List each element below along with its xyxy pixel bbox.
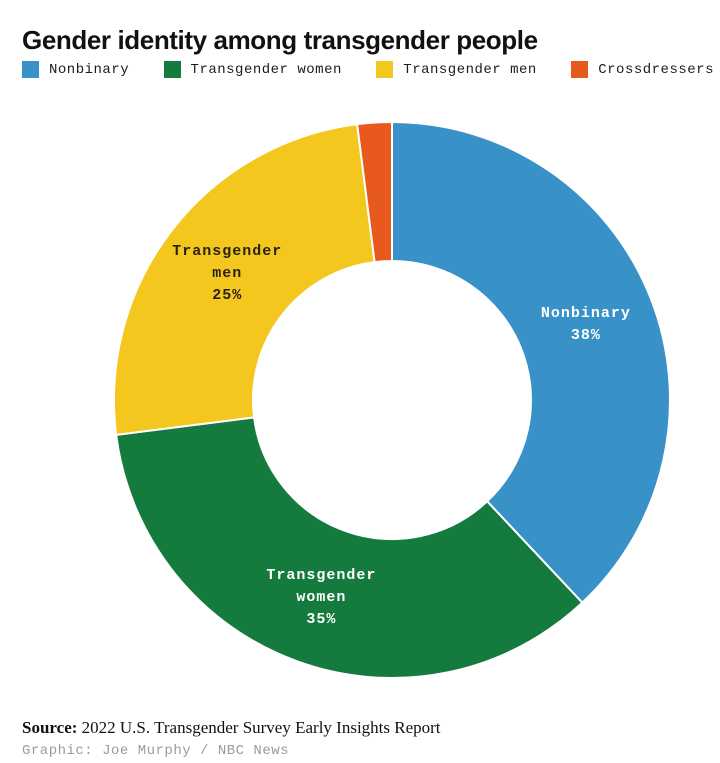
slice-transgender-men: [113, 123, 376, 436]
legend-item-crossdressers: Crossdressers: [571, 61, 714, 78]
slice-nonbinary: [391, 121, 671, 604]
slice-label-nonbinary: Nonbinary 38%: [541, 305, 631, 344]
legend-swatch-nonbinary: [22, 61, 39, 78]
legend-label-transgender-men: Transgender men: [403, 61, 537, 78]
source-line: Source: 2022 U.S. Transgender Survey Ear…: [22, 718, 441, 738]
legend-item-nonbinary: Nonbinary: [22, 61, 129, 78]
legend-label-nonbinary: Nonbinary: [49, 61, 130, 78]
legend-swatch-transgender-women: [163, 61, 181, 78]
credit-line: Graphic: Joe Murphy / NBC News: [22, 743, 290, 759]
legend-swatch-crossdressers: [571, 61, 589, 78]
slice-label-transgender-women: Transgender women 35%: [266, 567, 376, 628]
source-prefix: Source:: [22, 718, 78, 737]
legend-swatch-transgender-men: [376, 61, 394, 78]
legend-item-transgender-women: Transgender women: [163, 61, 342, 78]
slice-label-transgender-men: Transgender men 25%: [172, 243, 282, 304]
chart-legend: Nonbinary Transgender women Transgender me…: [22, 61, 714, 78]
slice-crossdressers: [356, 121, 393, 264]
slice-transgender-women: [115, 416, 584, 679]
source-text: 2022 U.S. Transgender Survey Early Insig…: [77, 718, 441, 737]
legend-label-transgender-women: Transgender women: [190, 61, 342, 78]
legend-label-crossdressers: Crossdressers: [598, 61, 714, 78]
legend-item-transgender-men: Transgender men: [376, 61, 537, 78]
page-title: Gender identity among transgender people: [22, 25, 538, 56]
